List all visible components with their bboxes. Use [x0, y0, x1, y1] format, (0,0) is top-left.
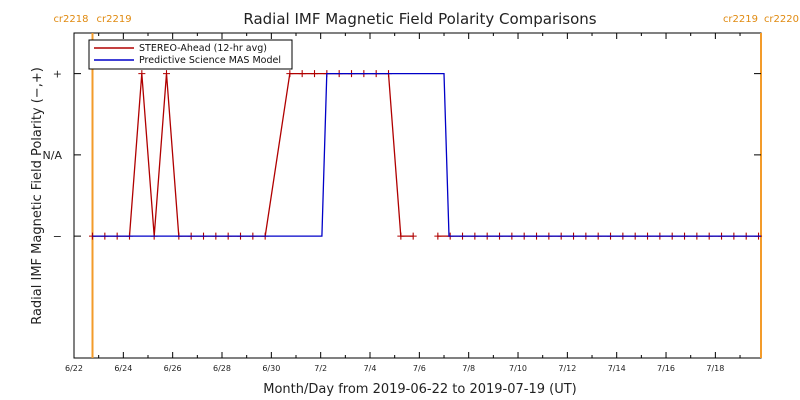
series-line-1 — [92, 72, 761, 237]
data-point — [409, 232, 417, 240]
data-point — [397, 232, 405, 240]
series-line-0 — [92, 72, 414, 237]
x-tick-label: 6/28 — [213, 364, 231, 373]
data-point — [163, 70, 171, 78]
data-point — [286, 70, 294, 78]
x-tick-label: 7/16 — [657, 364, 675, 373]
data-point — [311, 70, 319, 78]
x-tick-label: 7/8 — [462, 364, 475, 373]
y-tick-label: N/A — [43, 149, 63, 162]
legend-label-stereo: STEREO-Ahead (12-hr avg) — [139, 43, 267, 54]
x-tick-label: 7/2 — [314, 364, 327, 373]
x-tick-label: 7/4 — [364, 364, 377, 373]
x-axis-label: Month/Day from 2019-06-22 to 2019-07-19 … — [263, 382, 576, 397]
x-tick-label: 7/18 — [706, 364, 724, 373]
x-tick-label: 7/14 — [608, 364, 626, 373]
y-axis-label: Radial IMF Magnetic Field Polarity (−,+) — [30, 67, 45, 325]
y-axis-ticks: − N/A + — [43, 68, 761, 243]
legend: STEREO-Ahead (12-hr avg) Predictive Scie… — [88, 39, 293, 70]
plot-frame — [73, 32, 762, 359]
legend-label-model: Predictive Science MAS Model — [139, 55, 281, 66]
x-tick-label: 7/10 — [509, 364, 527, 373]
x-tick-label: 6/24 — [114, 364, 132, 373]
x-tick-label: 7/12 — [558, 364, 576, 373]
x-tick-label: 7/6 — [413, 364, 426, 373]
y-tick-label: − — [53, 230, 62, 243]
x-tick-label: 6/30 — [262, 364, 280, 373]
x-tick-label: 6/22 — [65, 364, 83, 373]
y-tick-label: + — [53, 68, 62, 81]
carrington-label-right: cr2220 — [764, 14, 799, 25]
carrington-label-right: cr2219 — [97, 14, 132, 25]
legend-box — [88, 39, 293, 70]
data-point — [298, 70, 306, 78]
carrington-label-left: cr2219 — [723, 14, 758, 25]
data-point — [138, 70, 146, 78]
carrington-rotation-markers: cr2218 cr2219 cr2219 cr2220 — [53, 14, 799, 358]
carrington-label-left: cr2218 — [53, 14, 88, 25]
x-tick-label: 6/26 — [164, 364, 182, 373]
data-point — [434, 232, 442, 240]
chart-title: Radial IMF Magnetic Field Polarity Compa… — [243, 10, 596, 28]
x-axis-ticks: 6/22 6/24 6/26 6/28 6/30 7/2 7/4 7/6 7/8 7/10 7/12… — [65, 33, 741, 373]
series-layer — [89, 70, 763, 240]
